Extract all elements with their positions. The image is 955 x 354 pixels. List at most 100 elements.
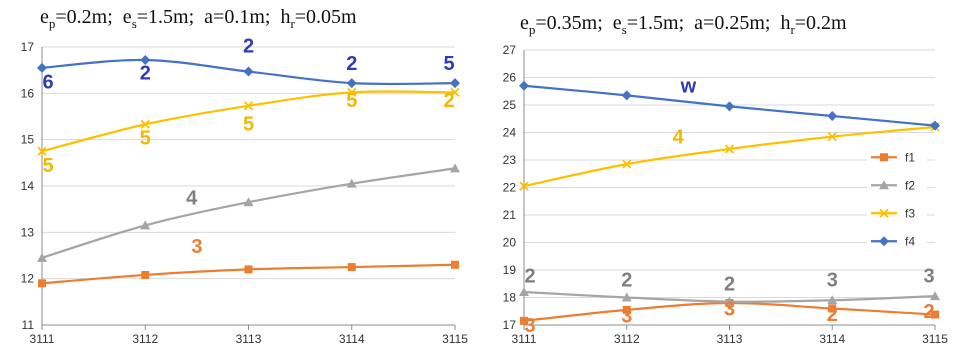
data-annotation: 5: [346, 90, 357, 112]
marker-f1: [347, 263, 356, 272]
x-tick-label: 3113: [717, 332, 743, 346]
marker-f3: [347, 87, 357, 98]
data-annotation: 3: [724, 298, 735, 320]
marker-f3: [450, 87, 460, 98]
marker-f4: [450, 78, 460, 89]
x-tick-label: 3114: [339, 332, 365, 346]
x-tick-label: 3111: [30, 332, 55, 346]
x-tick-label: 3111: [512, 332, 537, 346]
series-line-f2: [41, 167, 456, 259]
y-tick-label: 23: [503, 153, 517, 167]
marker-f4: [243, 66, 254, 77]
x-tick-label: 3115: [922, 332, 948, 346]
y-tick-label: 12: [21, 272, 35, 286]
marker-f2: [519, 287, 529, 296]
x-tick-label: 3115: [442, 332, 468, 346]
marker-f4: [621, 90, 632, 101]
y-tick-label: 22: [503, 181, 517, 195]
marker-f3: [724, 144, 735, 154]
marker-f2: [140, 220, 151, 230]
marker-f2: [930, 291, 940, 301]
y-tick-label: 21: [503, 208, 517, 222]
data-annotation: 2: [724, 274, 735, 296]
x-tick-label: 3112: [132, 332, 158, 346]
data-annotation: w: [680, 76, 697, 98]
data-annotation: 2: [923, 301, 934, 323]
data-annotation: 3: [621, 305, 632, 327]
marker-f2: [450, 163, 460, 173]
marker-f1: [141, 270, 150, 279]
data-annotation: 3: [923, 265, 934, 287]
data-annotation: 2: [827, 304, 838, 326]
marker-f3: [827, 131, 837, 142]
y-tick-label: 11: [22, 318, 35, 332]
y-tick-label: 20: [503, 236, 517, 250]
marker-f4: [724, 101, 735, 112]
marker-f4: [140, 54, 151, 65]
data-annotation: 2: [524, 265, 535, 287]
data-annotation: 5: [243, 113, 254, 135]
marker-f3: [140, 119, 150, 130]
chart-panel-right: ep=0.35m; es=1.5m; a=0.25m; hr=0.2m 17 18…: [480, 0, 955, 354]
y-tick-label: 14: [21, 179, 35, 193]
marker-f3: [243, 101, 254, 111]
data-annotation: 2: [346, 53, 357, 75]
x-tick-label: 3112: [614, 332, 640, 346]
data-annotation: 2: [243, 36, 254, 58]
data-annotation: 3: [827, 270, 838, 292]
y-tick-label: 15: [21, 133, 35, 147]
line-chart-left: 11 12 13 14 15 16 17 3111 3112 3113 3114 3115 6 2 2 2 5 5…: [21, 36, 469, 346]
marker-f4: [519, 80, 529, 91]
marker-f1: [38, 279, 46, 288]
y-tick-label: 25: [503, 98, 517, 112]
legend-label-f1: f1: [905, 150, 915, 164]
y-tick-label: 17: [503, 318, 517, 332]
y-tick-label: 13: [21, 225, 35, 239]
data-annotation: 3: [191, 236, 202, 258]
y-tick-label: 17: [21, 40, 35, 54]
marker-f2: [879, 180, 889, 190]
legend-label-f4: f4: [905, 234, 915, 248]
data-annotation: 2: [621, 270, 632, 292]
y-tick-label: 24: [503, 126, 517, 140]
y-tick-label: 19: [503, 263, 517, 277]
data-annotation: 5: [42, 155, 53, 177]
chart-title-right: ep=0.35m; es=1.5m; a=0.25m; hr=0.2m: [520, 12, 847, 37]
y-tick-label: 27: [503, 43, 517, 57]
marker-f1: [828, 304, 837, 313]
y-tick-label: 26: [503, 71, 517, 85]
marker-f2: [724, 296, 735, 306]
x-tick-label: 3114: [819, 332, 845, 346]
marker-f3: [519, 181, 529, 191]
chart-title-left: ep=0.2m; es=1.5m; a=0.1m; hr=0.05m: [40, 6, 357, 31]
marker-f1: [451, 260, 459, 269]
marker-f4: [346, 78, 357, 89]
data-annotation: 2: [140, 62, 151, 84]
marker-f2: [346, 178, 357, 188]
marker-f1: [244, 265, 253, 274]
marker-f1: [880, 153, 888, 162]
data-annotation: 3: [524, 315, 535, 337]
marker-f2: [243, 197, 254, 207]
data-annotation: 4: [673, 127, 685, 149]
marker-f2: [621, 292, 632, 302]
x-tick-label: 3113: [236, 332, 262, 346]
data-annotation: 2: [443, 90, 454, 112]
marker-f4: [930, 120, 940, 131]
marker-f3: [37, 146, 47, 156]
data-annotation: 5: [140, 127, 151, 149]
marker-f2: [827, 295, 838, 305]
marker-f4: [879, 236, 889, 247]
chart-panel-left: ep=0.2m; es=1.5m; a=0.1m; hr=0.05m 11 12 1…: [0, 0, 470, 354]
marker-f3: [879, 208, 889, 218]
legend-label-f3: f3: [905, 206, 915, 220]
data-annotation: 6: [42, 72, 53, 94]
legend-label-f2: f2: [905, 178, 915, 192]
y-tick-label: 16: [21, 86, 35, 100]
marker-f1: [622, 305, 631, 314]
marker-f2: [37, 252, 47, 262]
marker-f4: [37, 62, 47, 73]
data-annotation: 4: [186, 188, 198, 210]
data-annotation: 5: [443, 53, 454, 75]
